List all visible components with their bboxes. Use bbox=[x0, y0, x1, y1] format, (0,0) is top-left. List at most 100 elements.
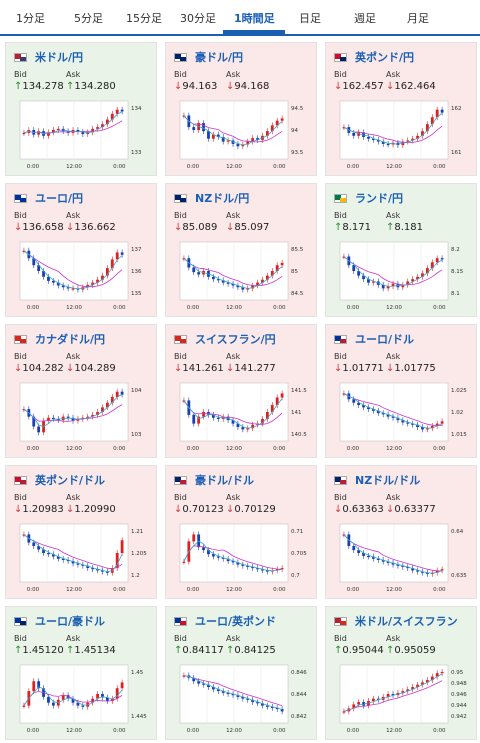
pair-name-link[interactable]: 英ポンド/ドル bbox=[35, 474, 106, 487]
flag-icon bbox=[14, 193, 27, 203]
price-chart[interactable]: 1.025 1.02 1.015 0:00 12:00 0:00 bbox=[336, 379, 468, 453]
flag-icon bbox=[334, 334, 347, 344]
price-chart[interactable]: 104 103 0:00 12:00 0:00 bbox=[16, 379, 148, 453]
bid-value: ↑1.45120 bbox=[14, 645, 64, 656]
candle-body bbox=[231, 561, 235, 563]
price-chart[interactable]: 8.2 8.15 8.1 0:00 12:00 0:00 bbox=[336, 238, 468, 312]
candle-body bbox=[381, 559, 385, 562]
tab-weekly[interactable]: 週足 bbox=[354, 12, 376, 25]
tab-1min[interactable]: 1分足 bbox=[16, 12, 45, 25]
flag-quote-part bbox=[180, 197, 186, 202]
currency-card[interactable]: 豪ドル/ドル Bid Ask ↓0.70123 ↓0.70129 0.71 0.705 0.7… bbox=[165, 465, 317, 599]
pair-name-link[interactable]: ユーロ/豪ドル bbox=[35, 615, 106, 628]
candle-body bbox=[265, 705, 269, 707]
x-tick-label: 0:00 bbox=[27, 305, 40, 311]
candle-body bbox=[376, 558, 380, 560]
candlestick-chart: 137 136 135 0:00 12:00 0:00 bbox=[19, 241, 142, 311]
moving-average-short bbox=[343, 534, 443, 574]
price-chart[interactable]: 1.45 1.445 0:00 12:00 0:00 bbox=[16, 661, 148, 735]
candle-body bbox=[211, 687, 215, 690]
flag-base-part bbox=[15, 476, 21, 482]
price-chart[interactable]: 0.846 0.844 0.842 0:00 12:00 0:00 bbox=[176, 661, 308, 735]
currency-card[interactable]: ユーロ/ドル Bid Ask ↓1.01771 ↓1.01775 1.025 1.02 1.0… bbox=[325, 324, 477, 458]
x-tick-label: 0:00 bbox=[187, 446, 200, 452]
price-chart[interactable]: 85.5 85 84.5 0:00 12:00 0:00 bbox=[176, 238, 308, 312]
pair-name-link[interactable]: ユーロ/ドル bbox=[355, 333, 415, 346]
candle-body bbox=[81, 131, 85, 135]
pair-name-link[interactable]: 米ドル/円 bbox=[35, 51, 84, 64]
price-chart[interactable]: 94.5 94 93.5 0:00 12:00 0:00 bbox=[176, 97, 308, 171]
price-chart[interactable]: 0.95 0.948 0.946 0.944 0.942 0:00 12:00 0:00 bbox=[336, 661, 468, 735]
candle-body bbox=[71, 698, 75, 703]
currency-card[interactable]: 英ポンド/円 Bid Ask ↓162.457 ↓162.464 162 161 0:00 12… bbox=[325, 42, 477, 176]
candle-body bbox=[401, 565, 405, 567]
price-chart[interactable]: 0.64 0.635 0:00 12:00 0:00 bbox=[336, 520, 468, 594]
card-header: NZドル/ドル bbox=[334, 473, 420, 487]
flag-icon bbox=[174, 193, 187, 203]
pair-name-link[interactable]: NZドル/ドル bbox=[355, 474, 421, 487]
tab-5min[interactable]: 5分足 bbox=[74, 12, 103, 25]
bid-value: ↓1.20983 bbox=[14, 504, 64, 515]
price-chart[interactable]: 137 136 135 0:00 12:00 0:00 bbox=[16, 238, 148, 312]
currency-card[interactable]: ユーロ/円 Bid Ask ↓136.658 ↓136.662 137 136 135 0:00… bbox=[5, 183, 157, 317]
ask-price: 0.63377 bbox=[394, 504, 436, 515]
price-chart[interactable]: 134 133 0:00 12:00 0:00 bbox=[16, 97, 148, 171]
pair-name-link[interactable]: 米ドル/スイスフラン bbox=[355, 615, 458, 628]
pair-name-link[interactable]: スイスフラン/円 bbox=[195, 333, 276, 346]
price-chart[interactable]: 141.5 141 140.5 0:00 12:00 0:00 bbox=[176, 379, 308, 453]
moving-average-short bbox=[183, 257, 283, 289]
candle-body bbox=[120, 682, 124, 689]
pair-name-link[interactable]: ユーロ/英ポンド bbox=[195, 615, 277, 628]
tab-monthly[interactable]: 月足 bbox=[407, 12, 429, 25]
moving-average-short bbox=[343, 112, 443, 145]
candle-body bbox=[101, 570, 104, 572]
x-tick-label: 0:00 bbox=[273, 587, 286, 593]
pair-name-link[interactable]: ランド/円 bbox=[355, 192, 404, 205]
bid-price: 162.457 bbox=[342, 81, 384, 92]
candle-body bbox=[416, 684, 419, 688]
pair-name-link[interactable]: 豪ドル/円 bbox=[195, 51, 244, 64]
currency-card[interactable]: 豪ドル/円 Bid Ask ↓94.163 ↓94.168 94.5 94 93.5 0:00 1… bbox=[165, 42, 317, 176]
pair-name-link[interactable]: カナダドル/円 bbox=[35, 333, 106, 346]
candle-body bbox=[430, 262, 434, 269]
x-tick-label: 12:00 bbox=[386, 728, 402, 734]
bid-label: Bid bbox=[334, 70, 347, 79]
currency-card[interactable]: 英ポンド/ドル Bid Ask ↓1.20983 ↓1.20990 1.21 1.205 1.… bbox=[5, 465, 157, 599]
candle-body bbox=[226, 558, 230, 562]
currency-card[interactable]: ユーロ/英ポンド Bid Ask ↑0.84117 ↑0.84125 0.846 0.844… bbox=[165, 606, 317, 740]
candle-body bbox=[416, 135, 419, 139]
candle-body bbox=[416, 276, 419, 280]
pair-name-link[interactable]: ユーロ/円 bbox=[35, 192, 84, 205]
tab-1hour[interactable]: 1時間足 bbox=[234, 12, 275, 25]
arrow-down-icon: ↓ bbox=[14, 363, 23, 374]
price-chart[interactable]: 1.21 1.205 1.2 0:00 12:00 0:00 bbox=[16, 520, 148, 594]
price-chart[interactable]: 0.71 0.705 0.7 0:00 12:00 0:00 bbox=[176, 520, 308, 594]
candle-body bbox=[66, 695, 70, 699]
currency-card[interactable]: 米ドル/円 Bid Ask ↑134.278 ↑134.280 134 133 0:00 12:… bbox=[5, 42, 157, 176]
candle-body bbox=[37, 681, 41, 689]
moving-average-short bbox=[23, 686, 123, 706]
candle-body bbox=[280, 393, 284, 398]
price-chart[interactable]: 162 161 0:00 12:00 0:00 bbox=[336, 97, 468, 171]
currency-card[interactable]: スイスフラン/円 Bid Ask ↓141.261 ↓141.277 141.5 141 14… bbox=[165, 324, 317, 458]
currency-card[interactable]: カナダドル/円 Bid Ask ↓104.282 ↓104.289 104 103 0:00 1… bbox=[5, 324, 157, 458]
candle-body bbox=[96, 569, 99, 571]
currency-card[interactable]: NZドル/円 Bid Ask ↓85.089 ↓85.097 85.5 85 84.5 0:00… bbox=[165, 183, 317, 317]
currency-card[interactable]: 米ドル/スイスフラン Bid Ask ↑0.95044 ↑0.95059 0.95 0.94… bbox=[325, 606, 477, 740]
currency-card[interactable]: NZドル/ドル Bid Ask ↓0.63363 ↓0.63377 0.64 0.635 0:… bbox=[325, 465, 477, 599]
currency-card[interactable]: ユーロ/豪ドル Bid Ask ↑1.45120 ↑1.45134 1.45 1.445 0:… bbox=[5, 606, 157, 740]
pair-name-link[interactable]: NZドル/円 bbox=[195, 192, 250, 205]
currency-card[interactable]: ランド/円 Bid Ask ↑8.171 ↑8.181 8.2 8.15 8.1 0:00 12:… bbox=[325, 183, 477, 317]
candle-body bbox=[115, 553, 119, 569]
tab-15min[interactable]: 15分足 bbox=[126, 12, 162, 25]
candle-body bbox=[37, 546, 41, 550]
tab-30min[interactable]: 30分足 bbox=[180, 12, 216, 25]
candle-body bbox=[367, 136, 370, 139]
candle-body bbox=[47, 696, 50, 703]
tab-daily[interactable]: 日足 bbox=[299, 12, 321, 25]
pair-name-link[interactable]: 英ポンド/円 bbox=[355, 51, 415, 64]
candle-body bbox=[357, 402, 361, 406]
candle-body bbox=[105, 571, 109, 573]
pair-name-link[interactable]: 豪ドル/ドル bbox=[195, 474, 255, 487]
x-tick-label: 12:00 bbox=[386, 587, 402, 593]
